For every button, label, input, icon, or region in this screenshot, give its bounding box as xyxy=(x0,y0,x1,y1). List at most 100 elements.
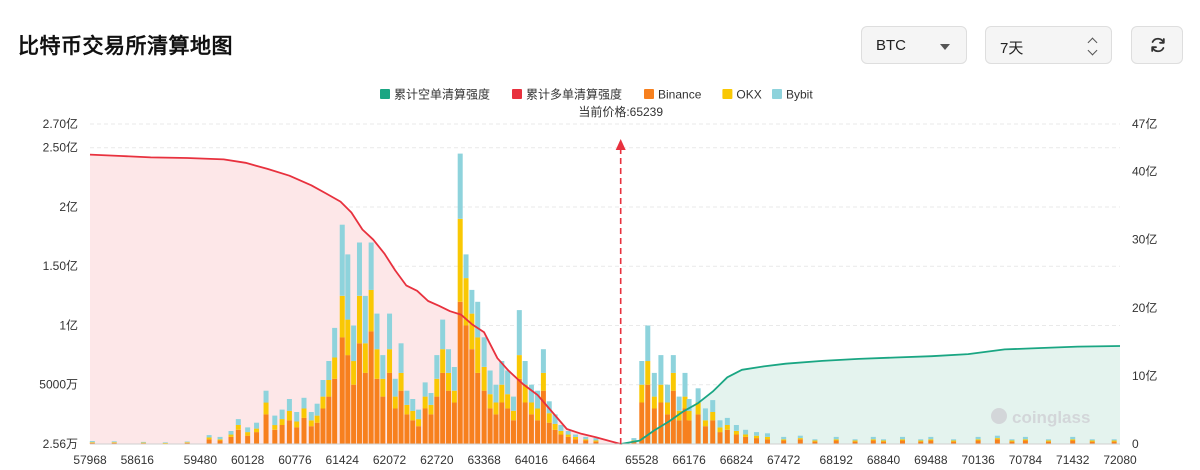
okx-bar-segment xyxy=(362,343,368,373)
x-axis-tick-label: 63368 xyxy=(467,453,501,467)
okx-bar-segment xyxy=(434,378,440,397)
binance-bar-segment xyxy=(631,441,637,444)
okx-bar-segment xyxy=(1111,440,1117,442)
okx-bar-segment xyxy=(493,402,499,415)
bybit-bar-segment xyxy=(374,313,380,350)
binance-bar-segment xyxy=(339,337,345,444)
binance-bar-segment xyxy=(392,408,398,444)
bybit-bar-segment xyxy=(899,436,905,440)
bybit-bar-segment xyxy=(870,436,876,440)
binance-bar-segment xyxy=(552,429,558,444)
binance-bar-segment xyxy=(368,331,374,444)
bybit-bar-segment xyxy=(797,435,803,439)
binance-bar-segment xyxy=(228,436,234,444)
bybit-bar-segment xyxy=(279,409,285,420)
okx-bar-segment xyxy=(254,428,260,433)
okx-bar-segment xyxy=(89,442,95,443)
binance-bar-segment xyxy=(1009,441,1015,444)
binance-bar-segment xyxy=(743,436,749,444)
bybit-bar-segment xyxy=(764,433,770,437)
okx-bar-segment xyxy=(272,425,278,430)
bybit-bar-segment xyxy=(404,390,410,405)
binance-bar-segment xyxy=(463,325,469,444)
binance-bar-segment xyxy=(1070,440,1076,444)
okx-bar-segment xyxy=(487,394,493,409)
binance-bar-segment xyxy=(469,349,475,444)
okx-bar-segment xyxy=(717,427,723,433)
okx-bar-segment xyxy=(516,355,522,379)
symbol-select[interactable]: BTC xyxy=(861,26,967,64)
okx-bar-segment xyxy=(558,431,564,435)
legend-label: Binance xyxy=(658,88,702,102)
okx-bar-segment xyxy=(475,337,481,373)
binance-bar-segment xyxy=(676,420,682,444)
okx-bar-segment xyxy=(975,439,981,441)
bybit-bar-segment xyxy=(254,422,260,429)
binance-bar-segment xyxy=(374,378,380,444)
bybit-bar-segment xyxy=(516,310,522,356)
bybit-bar-segment xyxy=(881,439,887,441)
bybit-bar-segment xyxy=(781,436,787,440)
okx-bar-segment xyxy=(217,439,223,441)
bybit-bar-segment xyxy=(1022,436,1028,440)
bybit-bar-segment xyxy=(535,390,541,409)
binance-bar-segment xyxy=(434,396,440,444)
binance-bar-segment xyxy=(733,434,739,444)
okx-bar-segment xyxy=(1089,440,1095,442)
bybit-bar-segment xyxy=(314,403,320,416)
binance-bar-segment xyxy=(928,440,934,444)
okx-bar-segment xyxy=(380,378,386,397)
symbol-select-value: BTC xyxy=(876,37,906,54)
bybit-bar-segment xyxy=(481,337,487,367)
okx-bar-segment xyxy=(733,431,739,435)
binance-bar-segment xyxy=(356,343,362,444)
watermark-text: coinglass xyxy=(1012,408,1090,427)
bybit-bar-segment xyxy=(451,367,457,391)
bybit-bar-segment xyxy=(928,436,934,440)
okx-bar-segment xyxy=(446,372,452,391)
x-axis-tick-label: 65528 xyxy=(625,453,659,467)
okx-bar-segment xyxy=(670,372,676,391)
binance-bar-segment xyxy=(682,408,688,444)
bybit-bar-segment xyxy=(1111,439,1117,441)
okx-bar-segment xyxy=(918,440,924,442)
bybit-bar-segment xyxy=(918,439,924,441)
binance-bar-segment xyxy=(254,432,260,444)
okx-bar-segment xyxy=(994,438,1000,440)
okx-bar-segment xyxy=(422,396,428,409)
bybit-bar-segment xyxy=(487,370,493,395)
binance-bar-segment xyxy=(833,440,839,444)
binance-bar-segment xyxy=(332,378,338,444)
bybit-bar-segment xyxy=(286,399,292,411)
okx-bar-segment xyxy=(314,415,320,423)
okx-bar-segment xyxy=(951,440,957,442)
page-title: 比特币交易所清算地图 xyxy=(18,35,233,58)
refresh-button[interactable] xyxy=(1131,26,1183,64)
okx-bar-segment xyxy=(416,419,422,427)
x-axis-tick-label: 70784 xyxy=(1009,453,1043,467)
refresh-icon xyxy=(1148,35,1168,59)
okx-bar-segment xyxy=(764,436,770,440)
bybit-bar-segment xyxy=(351,325,357,362)
period-select[interactable]: 7天 xyxy=(985,26,1112,64)
binance-bar-segment xyxy=(918,441,924,444)
okx-bar-segment xyxy=(658,384,664,403)
binance-bar-segment xyxy=(754,438,760,444)
bybit-bar-segment xyxy=(702,408,708,421)
okx-bar-segment xyxy=(573,436,579,440)
x-axis-tick-label: 62720 xyxy=(420,453,454,467)
okx-bar-segment xyxy=(440,349,446,373)
bybit-bar-segment xyxy=(457,153,463,219)
binance-bar-segment xyxy=(975,440,981,444)
bybit-bar-segment xyxy=(1045,439,1051,441)
binance-bar-segment xyxy=(263,414,269,444)
binance-bar-segment xyxy=(206,439,212,444)
okx-bar-segment xyxy=(111,442,117,443)
okx-bar-segment xyxy=(263,402,269,415)
binance-bar-segment xyxy=(812,441,818,444)
binance-bar-segment xyxy=(516,378,522,444)
okx-bar-segment xyxy=(469,313,475,350)
okx-bar-segment xyxy=(724,425,730,430)
bybit-bar-segment xyxy=(852,439,858,441)
